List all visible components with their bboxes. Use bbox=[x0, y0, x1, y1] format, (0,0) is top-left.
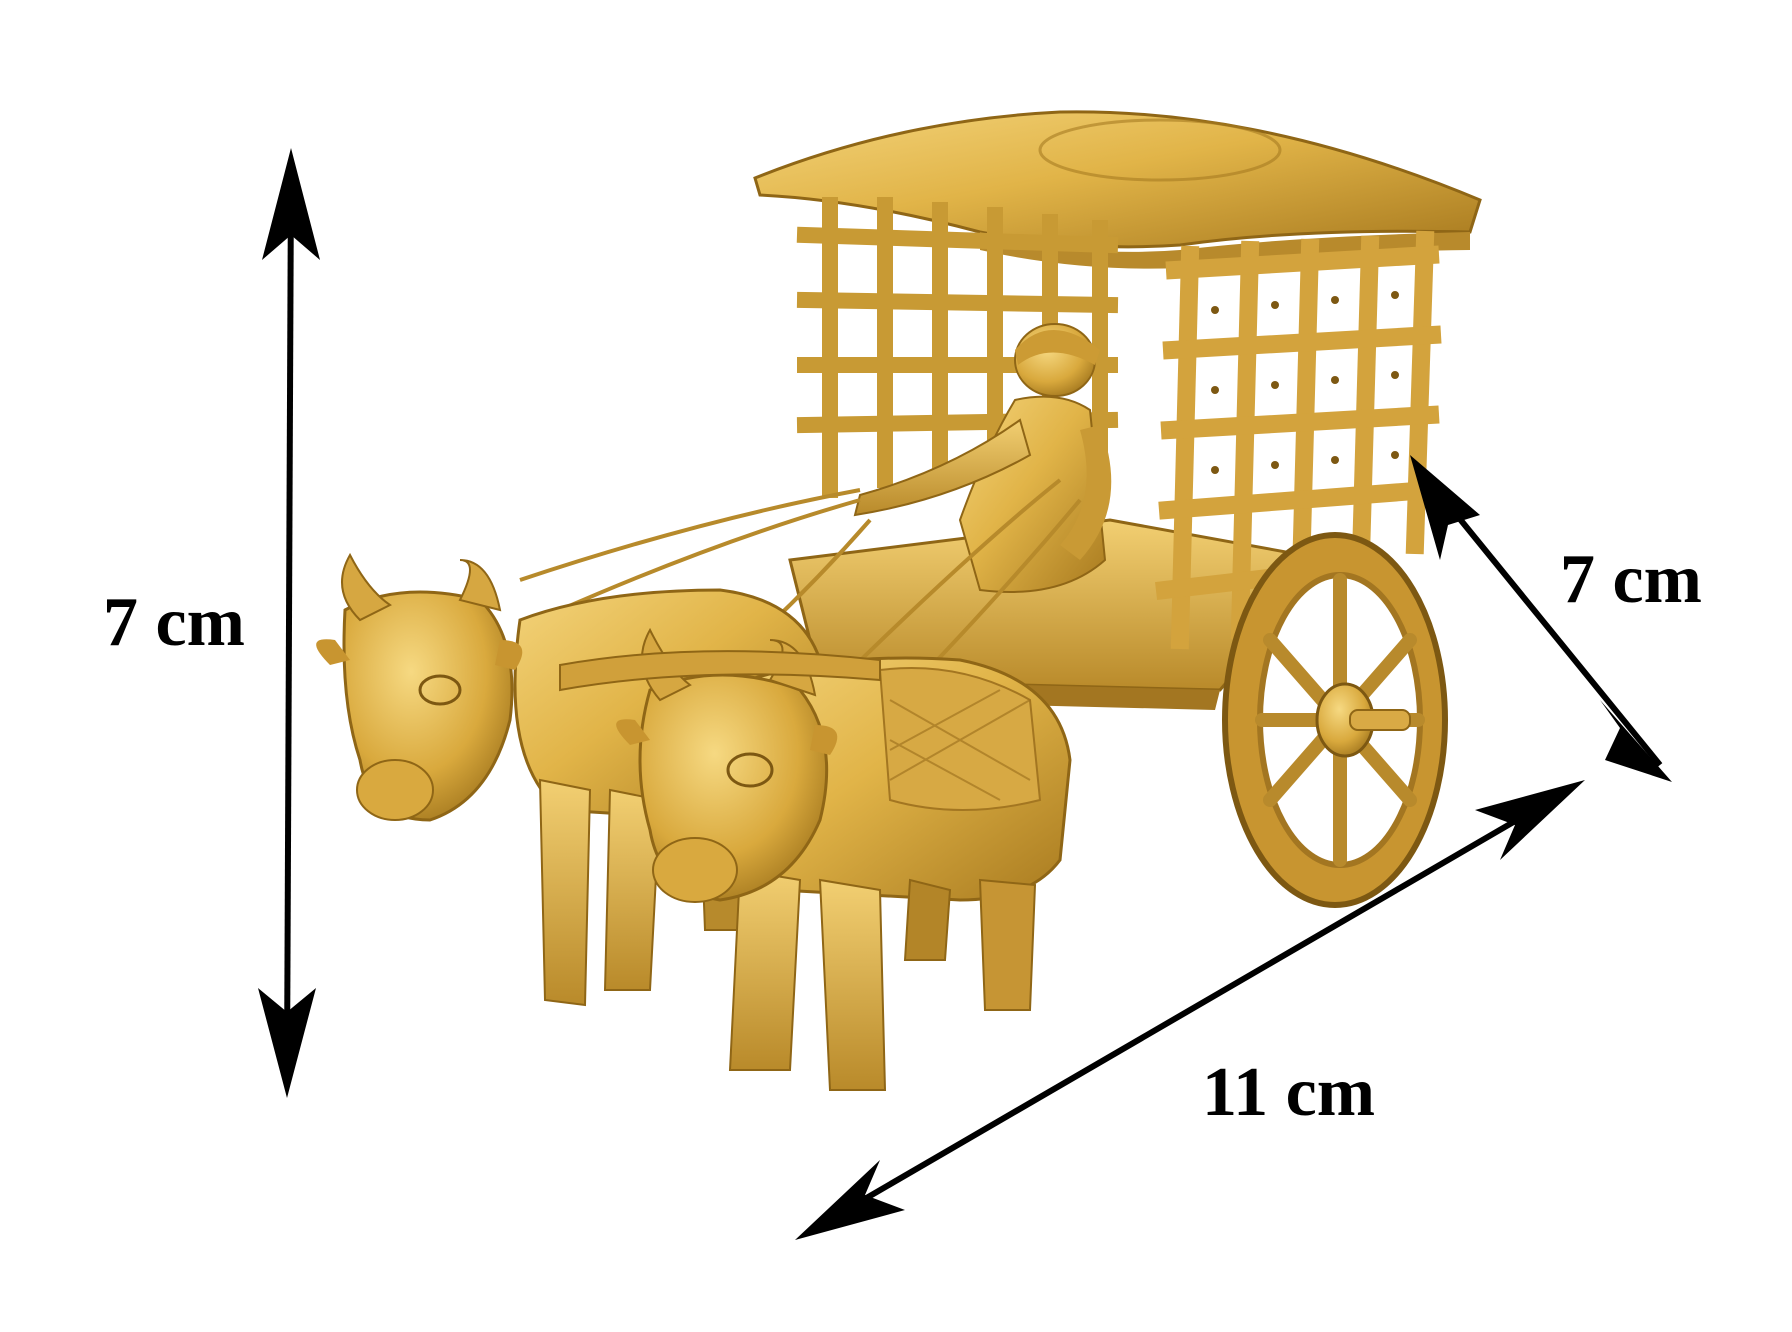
arrowhead-icon bbox=[262, 148, 320, 260]
cart-wheel bbox=[1222, 532, 1448, 908]
depth-dimension-label: 7 cm bbox=[1560, 541, 1702, 618]
length-dimension-label: 11 cm bbox=[1202, 1054, 1376, 1131]
front-ox bbox=[559, 627, 1072, 1091]
arrowhead-icon bbox=[795, 1160, 905, 1240]
cart-driver bbox=[853, 323, 1112, 593]
height-dimension-label: 7 cm bbox=[103, 584, 245, 661]
dimension-arrow-length bbox=[795, 780, 1585, 1240]
arrowhead-icon bbox=[1475, 780, 1585, 860]
arrowhead-icon bbox=[258, 988, 316, 1098]
dimension-arrow-depth bbox=[1410, 455, 1672, 782]
dimension-arrow-height bbox=[258, 148, 320, 1098]
arrowhead-icon bbox=[1410, 455, 1480, 560]
arrowhead-icon bbox=[1600, 700, 1672, 782]
